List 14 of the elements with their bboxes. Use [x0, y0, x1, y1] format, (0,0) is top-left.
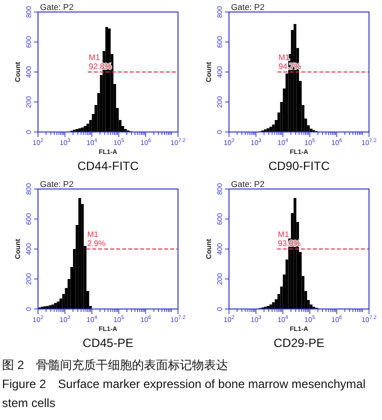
text: CD44-FITC — [77, 159, 139, 173]
annotation: M1 — [88, 53, 100, 62]
chart-title: Gate: P2 — [231, 179, 265, 189]
annotation: M1 — [87, 230, 99, 239]
chart-title: Gate: P2 — [40, 2, 74, 12]
chart-title: Gate: P2 — [40, 179, 74, 189]
caption: 图 2 骨髓间充质干细胞的表面标记物表达 — [2, 357, 230, 374]
text: CD29-PE — [274, 336, 324, 350]
caption: Figure 2 Surface marker expression of bone marrow mesenchymal stem cells — [2, 376, 366, 412]
chart-title: Gate: P2 — [231, 2, 265, 12]
text: CD45-PE — [82, 336, 134, 350]
annotation: 2.9% — [87, 239, 106, 248]
annotation: M1 — [278, 230, 290, 239]
text: CD90-FITC — [268, 159, 330, 173]
